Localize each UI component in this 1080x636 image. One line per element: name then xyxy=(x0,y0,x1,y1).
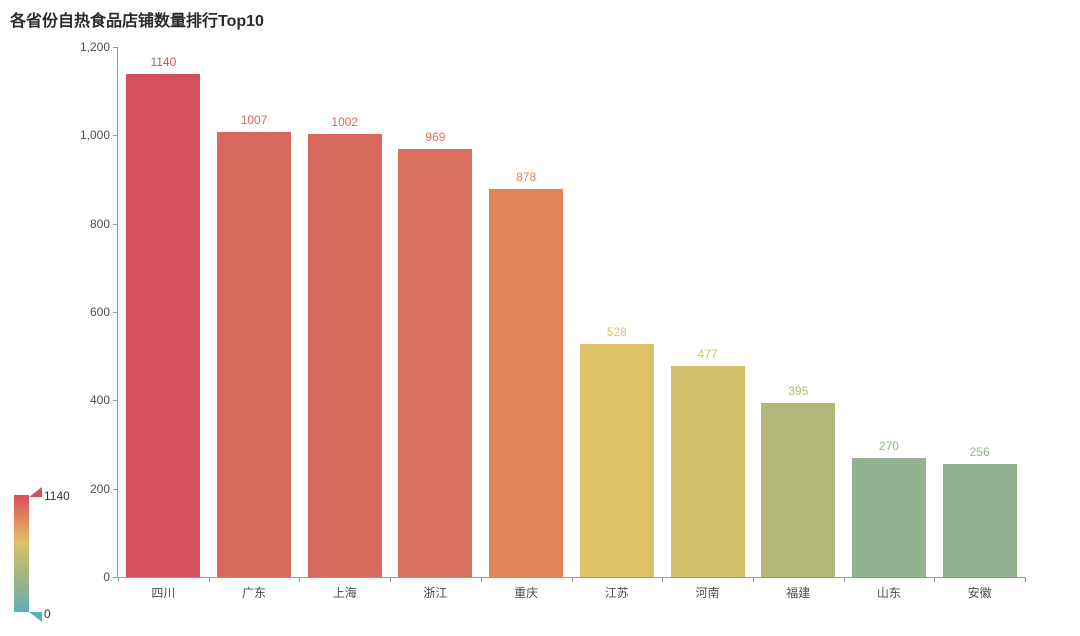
bar-value-label: 528 xyxy=(606,324,627,339)
x-axis-tick-mark xyxy=(118,577,119,582)
bar-value-label: 1007 xyxy=(240,113,268,128)
y-axis-tick-label: 1,200 xyxy=(79,40,110,54)
x-axis-tick-mark xyxy=(753,577,754,582)
x-axis-tick-mark xyxy=(572,577,573,582)
bar-浙江[interactable] xyxy=(398,149,473,577)
bar-value-label: 270 xyxy=(878,438,899,453)
x-axis-label: 浙江 xyxy=(423,586,448,600)
bar-value-label: 477 xyxy=(697,347,718,362)
x-axis-tick-mark xyxy=(1025,577,1026,582)
y-axis-tick-mark xyxy=(113,135,118,136)
chart-title: 各省份自热食品店铺数量排行Top10 xyxy=(10,13,264,30)
x-axis-label: 江苏 xyxy=(604,586,629,600)
y-axis-tick-label: 800 xyxy=(89,216,110,231)
x-axis-tick-mark xyxy=(934,577,935,582)
x-axis-label: 河南 xyxy=(695,586,720,600)
x-axis-label: 四川 xyxy=(151,586,176,600)
visualmap-max-label: 1140 xyxy=(44,489,70,503)
visualmap-handle-max[interactable] xyxy=(29,487,42,498)
y-axis-tick-mark xyxy=(113,312,118,313)
bar-重庆[interactable] xyxy=(489,189,564,577)
bar-河南[interactable] xyxy=(670,366,745,577)
x-axis-tick-mark xyxy=(390,577,391,582)
bar-安徽[interactable] xyxy=(942,463,1017,577)
y-axis-tick-label: 200 xyxy=(89,481,110,496)
x-axis-label: 广东 xyxy=(242,586,267,600)
x-axis-label: 上海 xyxy=(332,586,357,600)
bar-value-label: 256 xyxy=(969,444,990,459)
x-axis-tick-mark xyxy=(209,577,210,582)
bar-value-label: 395 xyxy=(788,383,809,398)
bar-四川[interactable] xyxy=(126,73,201,577)
x-axis-line xyxy=(117,577,1026,578)
bar-value-label: 878 xyxy=(516,170,537,185)
x-axis-tick-mark xyxy=(662,577,663,582)
visualmap-min-label: 0 xyxy=(44,607,51,621)
x-axis-tick-mark xyxy=(481,577,482,582)
y-axis-tick-mark xyxy=(113,47,118,48)
bar-山东[interactable] xyxy=(851,457,926,577)
y-axis-tick-label: 1,000 xyxy=(79,128,110,143)
x-axis-label: 安徽 xyxy=(967,586,992,600)
x-axis-label: 福建 xyxy=(786,586,811,600)
x-axis-label: 重庆 xyxy=(514,586,539,600)
y-axis-tick-mark xyxy=(113,577,118,578)
y-axis-tick-label: 0 xyxy=(103,570,110,584)
bar-value-label: 969 xyxy=(425,130,446,145)
bar-value-label: 1140 xyxy=(150,54,177,69)
y-axis-tick-label: 400 xyxy=(89,393,110,408)
bar-江苏[interactable] xyxy=(579,343,654,577)
y-axis-tick-mark xyxy=(113,400,118,401)
bar-福建[interactable] xyxy=(761,402,836,577)
bar-广东[interactable] xyxy=(217,132,292,577)
y-axis-tick-mark xyxy=(113,489,118,490)
y-axis-tick-mark xyxy=(113,224,118,225)
x-axis-label: 山东 xyxy=(876,586,901,600)
bar-value-label: 1002 xyxy=(331,115,359,130)
visualmap-handle-min[interactable] xyxy=(29,612,42,623)
x-axis-tick-mark xyxy=(299,577,300,582)
y-axis-tick-label: 600 xyxy=(89,305,110,319)
visualmap-gradient[interactable] xyxy=(14,495,29,612)
x-axis-tick-mark xyxy=(844,577,845,582)
bar-上海[interactable] xyxy=(307,134,382,577)
